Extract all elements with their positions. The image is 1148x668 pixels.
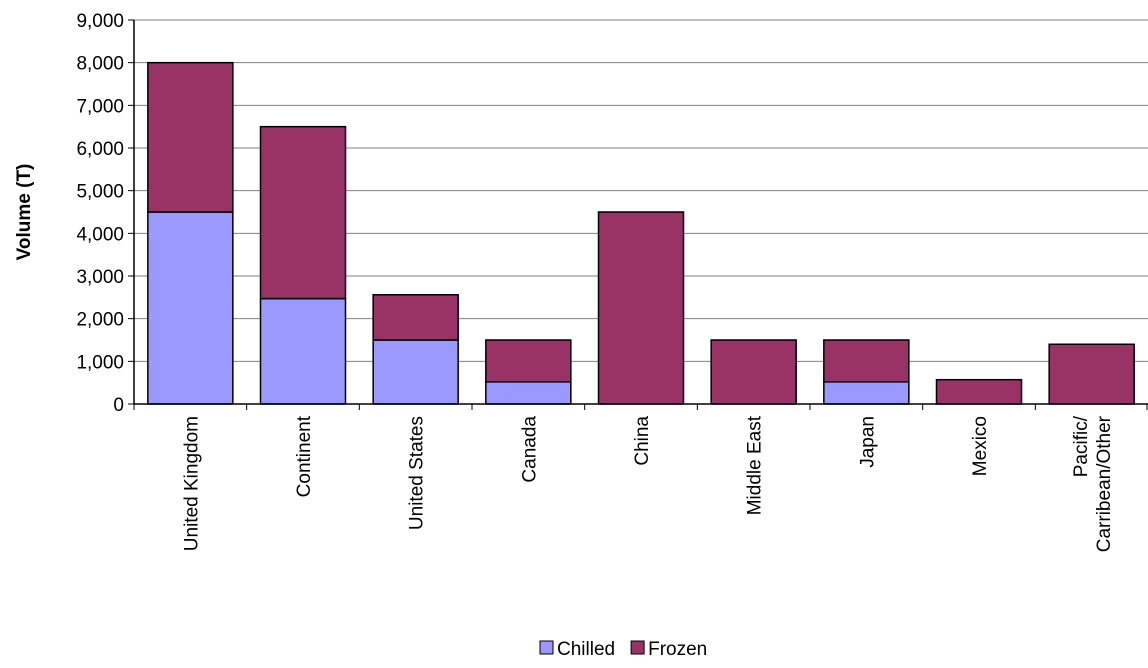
x-tick-label: Continent bbox=[294, 415, 315, 497]
bar-frozen-united-kingdom bbox=[147, 61, 234, 213]
bar-frozen-middle-east bbox=[710, 339, 797, 405]
y-tick-label: 5,000 bbox=[76, 182, 124, 203]
x-tick-label: Japan bbox=[857, 416, 878, 468]
legend-swatch-frozen bbox=[630, 640, 645, 655]
axes bbox=[128, 19, 1148, 410]
bar-chilled-united-kingdom bbox=[147, 211, 234, 405]
bar-chilled-canada bbox=[485, 381, 572, 405]
y-tick-labels: 0 1,000 2,000 3,000 4,000 5,000 6,000 7,000 8,00… bbox=[76, 11, 124, 416]
bars bbox=[147, 61, 1135, 405]
y-tick-label: 4,000 bbox=[76, 224, 124, 245]
x-tick-label: Mexico bbox=[970, 416, 991, 476]
x-tick-label: Carribean/Other bbox=[1094, 415, 1115, 552]
bar-chilled-united-states bbox=[372, 339, 459, 405]
y-tick-label: 2,000 bbox=[76, 310, 124, 331]
bar-frozen-china bbox=[597, 211, 685, 405]
bar-frozen-canada bbox=[485, 339, 572, 383]
legend-swatch-chilled bbox=[539, 640, 554, 655]
x-tick-labels: United Kingdom Continent United States Cana… bbox=[181, 415, 1115, 552]
y-tick-label: 9,000 bbox=[76, 11, 124, 32]
x-tick-label: China bbox=[632, 416, 653, 466]
x-tick-label: Pacific/ bbox=[1071, 415, 1092, 477]
y-tick-label: 1,000 bbox=[76, 352, 124, 373]
bar-chilled-continent bbox=[259, 297, 347, 405]
bar-frozen-continent bbox=[259, 125, 347, 300]
bar-frozen-mexico bbox=[935, 378, 1023, 405]
bar-frozen-united-states bbox=[372, 294, 459, 341]
y-tick-label: 3,000 bbox=[76, 267, 124, 288]
y-tick-label: 0 bbox=[113, 395, 124, 416]
y-axis-title: Volume (T) bbox=[14, 164, 35, 261]
bar-frozen-japan bbox=[823, 339, 910, 383]
bar-frozen-pacific-carribean-other bbox=[1048, 343, 1135, 405]
y-tick-label: 7,000 bbox=[76, 96, 124, 117]
x-tick-label: Middle East bbox=[745, 415, 766, 515]
x-tick-label: Canada bbox=[519, 416, 540, 483]
x-tick-label: United States bbox=[407, 416, 428, 530]
y-tick-label: 6,000 bbox=[76, 139, 124, 160]
legend-label-frozen: Frozen bbox=[648, 639, 707, 660]
x-tick-label: United Kingdom bbox=[181, 416, 202, 551]
legend: Chilled Frozen bbox=[539, 639, 707, 660]
bar-chilled-japan bbox=[823, 381, 910, 405]
legend-label-chilled: Chilled bbox=[557, 639, 615, 660]
y-tick-label: 8,000 bbox=[76, 54, 124, 75]
